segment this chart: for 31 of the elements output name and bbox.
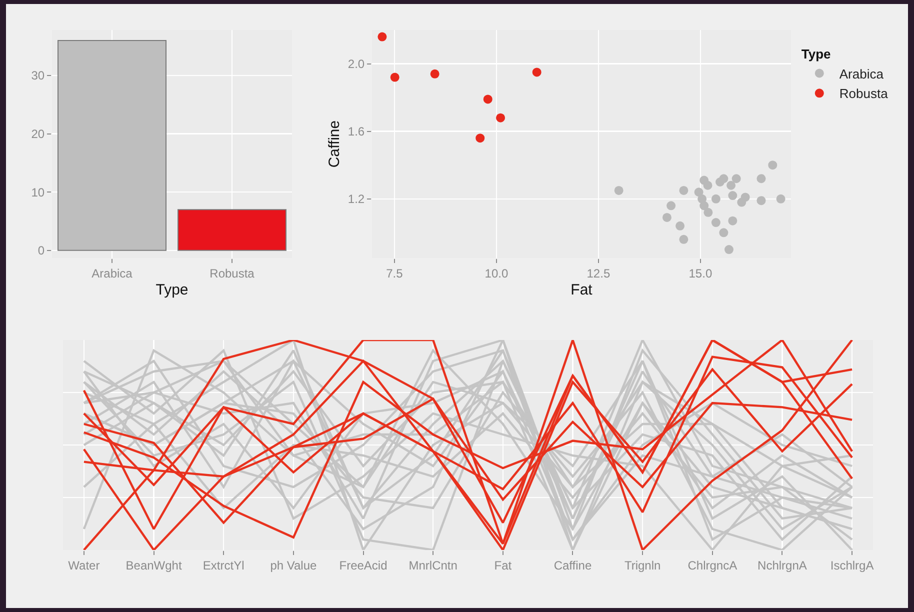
- legend-label: Robusta: [839, 86, 889, 102]
- x-tick-label: 7.5: [386, 266, 404, 280]
- x-tick-label: Water: [68, 558, 100, 572]
- y-tick-label: 10: [31, 185, 45, 200]
- x-tick-label: 12.5: [586, 266, 610, 280]
- x-tick-label: Caffine: [554, 558, 592, 572]
- x-tick-label: Arabica: [92, 266, 133, 280]
- x-tick-label: NchlrgnA: [758, 558, 807, 572]
- legend-label: Arabica: [839, 66, 884, 82]
- y-tick-label: 2.0: [348, 56, 365, 71]
- legend-title: Type: [801, 46, 831, 62]
- x-tick-label: BeanWght: [126, 558, 182, 572]
- x-tick-label: Fat: [494, 558, 512, 572]
- y-tick-label: 1.2: [348, 192, 365, 206]
- y-axis-title: Caffine: [326, 120, 344, 168]
- x-tick-label: ExtrctYl: [202, 558, 244, 572]
- y-tick-label: 30: [31, 68, 45, 83]
- x-tick-label: Trignln: [624, 558, 661, 572]
- y-tick-label: 0: [38, 244, 45, 258]
- x-tick-label: IschlrgA: [830, 558, 874, 572]
- y-tick-label: 1.6: [348, 124, 365, 139]
- y-tick-label: 20: [31, 127, 45, 141]
- x-axis-title: Fat: [570, 281, 594, 298]
- x-tick-label: ph Value: [270, 558, 317, 572]
- x-tick-label: ChlrgncA: [688, 558, 738, 572]
- x-tick-label: FreeAcid: [339, 558, 388, 572]
- x-tick-label: Robusta: [210, 266, 255, 280]
- x-axis-title: Type: [156, 281, 188, 298]
- x-tick-label: 10.0: [484, 266, 508, 280]
- x-tick-label: 15.0: [688, 266, 712, 280]
- x-tick-label: MnrlCntn: [408, 558, 458, 572]
